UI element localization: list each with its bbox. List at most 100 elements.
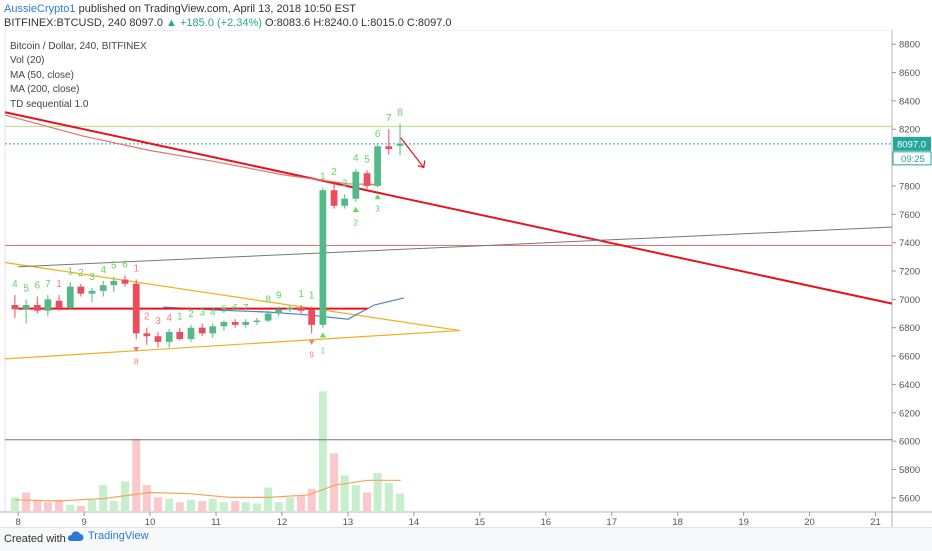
volume-bar (252, 503, 261, 512)
tradingview-cloud-icon (67, 531, 84, 541)
y-tick-label: 7000 (899, 295, 920, 306)
td-count-label: 5 (221, 305, 227, 316)
y-tick-label: 7400 (899, 238, 920, 249)
td-setup-label: 8 (134, 358, 139, 367)
td-setup-label: 1 (321, 346, 326, 355)
y-tick-label: 5800 (899, 465, 920, 476)
volume-bar (297, 494, 306, 512)
volume-bar (241, 502, 250, 512)
td-count-label: 6 (122, 259, 128, 270)
x-tick-label: 19 (738, 517, 749, 527)
td-count-label: 2 (331, 167, 337, 178)
td-setup-label: 3 (375, 205, 380, 214)
volume-bar (165, 498, 174, 512)
footer-bar: Created with TradingView (0, 527, 932, 551)
candle-body (209, 326, 217, 334)
candle-body (121, 279, 129, 284)
indicator-legend: Bitcoin / Dollar, 240, BITFINEX Vol (20)… (10, 40, 147, 112)
legend-ma50[interactable]: MA (50, close) (10, 69, 74, 81)
x-tick-label: 13 (343, 517, 354, 527)
volume-bar (208, 498, 217, 512)
y-tick-label: 7800 (899, 181, 920, 192)
volume-bar (395, 493, 405, 512)
candle-body (198, 327, 206, 334)
projection-arrow-shaft (400, 137, 425, 168)
td-count-label: 5 (111, 261, 117, 272)
y-tick-label: 8400 (899, 96, 920, 107)
y-tick-label: 6400 (899, 380, 920, 391)
last-price: 8097.0 (129, 17, 163, 29)
candle-body (286, 307, 294, 310)
x-tick-label: 15 (475, 517, 486, 527)
volume-bar (274, 502, 283, 512)
volume-bar (219, 502, 228, 512)
y-tick-label: 6800 (899, 323, 920, 334)
candle-body (396, 143, 404, 146)
td-count-label: 2 (188, 309, 194, 320)
td-count-label: 1 (298, 289, 304, 300)
td-count-label: 7 (243, 303, 249, 314)
publish-info: AussieCrypto1 published on TradingView.c… (4, 2, 356, 16)
volume-bar (330, 453, 339, 512)
td-count-label: 9 (276, 290, 282, 301)
symbol-info: BITFINEX:BTCUSD, 240 8097.0 ▲ +185.0 (+2… (4, 16, 452, 30)
td-arrow-marker (352, 207, 359, 213)
x-tick-label: 20 (804, 517, 815, 527)
candle-body (308, 309, 316, 325)
candle-body (297, 307, 305, 311)
td-count-label: 3 (155, 316, 161, 327)
candle-body (77, 286, 85, 294)
candle-body (132, 283, 140, 334)
candle-body (33, 305, 41, 311)
y-tick-label: 8200 (899, 125, 920, 136)
upper-triangle (4, 261, 461, 332)
volume-bar (88, 499, 97, 512)
legend-volume[interactable]: Vol (20) (10, 55, 45, 67)
candle-body (154, 336, 162, 342)
legend-td-sequential[interactable]: TD sequential 1.0 (10, 98, 89, 110)
td-count-label: 7 (45, 279, 51, 290)
y-tick-label: 8800 (899, 40, 920, 51)
volume-bar (264, 487, 273, 512)
candle-body (242, 322, 250, 325)
td-count-label: 4 (166, 313, 172, 324)
candle-body (352, 171, 360, 199)
candle-body (220, 322, 228, 327)
volume-bar (66, 504, 75, 512)
tradingview-brand[interactable]: TradingView (66, 530, 149, 542)
countdown-tag (892, 151, 932, 166)
td-count-label: 6 (232, 303, 238, 314)
volume-bar (22, 492, 31, 512)
x-tick-label: 21 (870, 517, 881, 527)
legend-ma200[interactable]: MA (200, close) (10, 84, 80, 96)
candle-body (264, 313, 272, 321)
symbol-label: BITFINEX:BTCUSD, 240 (4, 17, 127, 29)
td-arrow-marker (319, 332, 326, 338)
volume-bar (153, 497, 163, 512)
volume-bar (33, 499, 42, 512)
candle-body (22, 305, 30, 310)
candle-body (66, 286, 74, 308)
candle-body (176, 331, 184, 340)
y-tick-label: 6000 (899, 437, 920, 448)
td-count-label: 1 (68, 266, 74, 277)
legend-title[interactable]: Bitcoin / Dollar, 240, BITFINEX (10, 41, 147, 52)
chart-header: AussieCrypto1 published on TradingView.c… (0, 0, 932, 30)
countdown-text: 09:25 (901, 154, 925, 165)
volume-bar (109, 501, 118, 512)
y-tick-label: 8600 (899, 68, 920, 79)
x-tick-label: 8 (16, 517, 21, 527)
candle-body (55, 300, 63, 308)
td-count-label: 8 (397, 108, 403, 119)
volume-bar (373, 472, 382, 512)
tradingview-label: TradingView (88, 530, 149, 542)
td-count-label: 4 (210, 307, 216, 318)
price-chart[interactable]: 5600 5800 6000 6200 6400 6600 6800 7000 7200 7400… (0, 30, 932, 527)
td-setup-label: 2 (354, 219, 359, 228)
x-tick-label: 16 (540, 517, 551, 527)
volume-bar (340, 475, 349, 512)
author-link[interactable]: AussieCrypto1 (4, 3, 76, 15)
volume-bar (186, 499, 196, 512)
td-count-label: 1 (177, 312, 183, 323)
x-tick-label: 12 (277, 517, 288, 527)
